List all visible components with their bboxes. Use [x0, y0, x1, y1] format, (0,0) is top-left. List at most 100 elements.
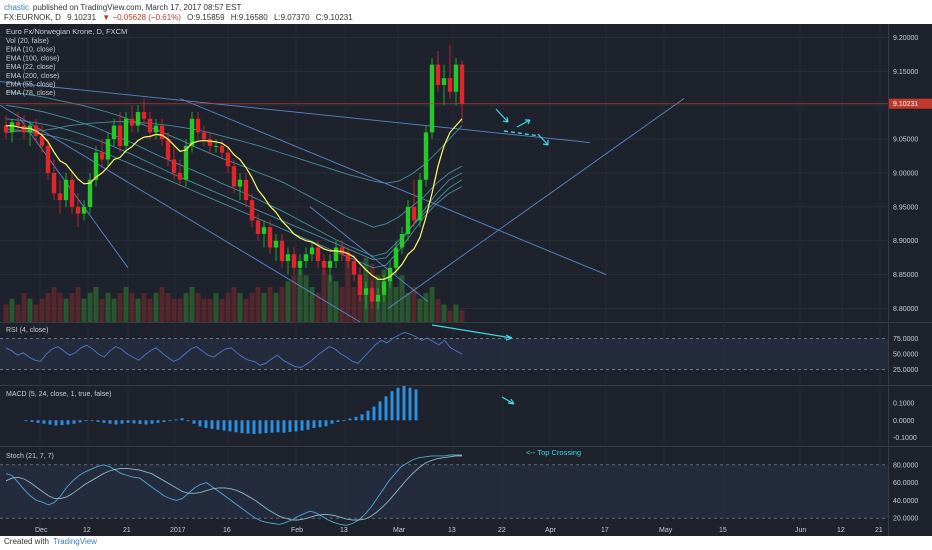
x-tick-label: 16	[223, 527, 231, 534]
macd-bar	[414, 389, 418, 421]
candle-body	[201, 132, 207, 140]
volume-bar	[3, 304, 9, 322]
main-y-tick-label: 9.00000	[893, 171, 918, 178]
top-crossing-annotation: <-- Top Crossing	[526, 448, 581, 457]
macd-bar	[36, 420, 40, 423]
macd-bar	[198, 420, 202, 427]
volume-bar	[27, 298, 33, 322]
main-y-tick-label: 8.85000	[893, 272, 918, 279]
macd-bar	[210, 420, 214, 429]
candle-body	[363, 288, 369, 295]
macd-bar	[306, 420, 310, 430]
macd-bar	[258, 420, 262, 434]
trendline	[387, 98, 685, 309]
x-tick-label: Jun	[795, 527, 806, 534]
macd-bar	[342, 420, 346, 422]
candle-body	[279, 240, 285, 262]
candle-body	[3, 125, 9, 133]
last-price-label: 9.10231	[893, 101, 918, 108]
macd-bar	[54, 420, 58, 426]
volume-bar	[333, 281, 339, 322]
candle-body	[321, 261, 327, 268]
macd-bar	[102, 420, 106, 423]
volume-bar	[327, 275, 333, 322]
candle-body	[267, 227, 273, 248]
created-with-label: Created with	[4, 537, 49, 546]
candle-body	[141, 112, 147, 119]
volume-bar	[147, 298, 153, 322]
macd-bar	[348, 418, 352, 421]
macd-y-tick-label: -0.1000	[893, 435, 917, 442]
trendline	[0, 104, 361, 323]
stoch-band	[0, 464, 888, 519]
indicator-legend-item: EMA (100, close)	[6, 55, 59, 62]
volume-bar	[315, 292, 321, 322]
candle-body	[417, 179, 423, 221]
macd-bar	[300, 420, 304, 431]
stoch-title: Stoch (21, 7, 7)	[6, 453, 54, 460]
volume-bar	[405, 292, 411, 322]
macd-bar	[276, 420, 280, 433]
projection-arrow	[537, 133, 549, 146]
candle-body	[129, 118, 135, 126]
macd-bar	[42, 420, 46, 424]
macd-bar	[378, 401, 382, 421]
candle-body	[111, 125, 117, 140]
macd-bar	[108, 420, 112, 424]
volume-bar	[111, 298, 117, 322]
x-tick-label: Mar	[393, 527, 406, 534]
macd-bar	[396, 387, 400, 421]
candle-body	[309, 247, 315, 255]
ema-line	[5, 118, 463, 261]
volume-bar	[135, 298, 141, 322]
projection-arrow	[503, 130, 541, 137]
x-tick-label: 22	[498, 527, 506, 534]
macd-bar	[186, 420, 190, 422]
macd-bar	[228, 420, 232, 432]
volume-bar	[279, 287, 285, 322]
stoch-y-tick-label: 40.0000	[893, 498, 918, 505]
rsi-band	[0, 338, 888, 370]
volume-bar	[129, 292, 135, 322]
footer: Created with TradingView	[4, 537, 97, 546]
macd-bar	[156, 420, 160, 423]
volume-bar	[321, 269, 327, 322]
volume-bar	[249, 292, 255, 322]
volume-bar	[417, 298, 423, 322]
volume-bar	[87, 292, 93, 322]
macd-bar	[120, 420, 124, 424]
stoch-d-line	[5, 455, 462, 521]
macd-bar	[264, 420, 268, 434]
macd-bar	[174, 419, 178, 421]
macd-bar	[366, 410, 370, 421]
macd-bar	[30, 420, 34, 422]
candle-body	[27, 125, 33, 133]
x-tick-label: May	[659, 527, 673, 534]
volume-bar	[435, 298, 441, 322]
rsi-y-tick-label: 75.0000	[893, 336, 918, 343]
macd-bar	[72, 420, 76, 424]
author-link[interactable]: chastic	[4, 3, 29, 12]
candle-body	[99, 152, 105, 160]
macd-y-tick-label: 0.1000	[893, 401, 915, 408]
candle-body	[339, 247, 345, 255]
rsi-divergence-arrow	[431, 324, 513, 341]
volume-bar	[207, 298, 213, 322]
candle-body	[399, 233, 405, 248]
volume-bar	[123, 287, 129, 322]
candle-body	[21, 125, 27, 133]
indicator-legend-item: EMA (78, close)	[6, 90, 55, 97]
volume-bar	[261, 292, 267, 322]
x-tick-label: Apr	[545, 527, 557, 534]
candle-body	[213, 145, 219, 147]
main-y-tick-label: 9.20000	[893, 35, 918, 42]
candle-body	[225, 152, 231, 167]
macd-bar	[114, 420, 118, 425]
candle-body	[243, 179, 249, 201]
volume-bar	[81, 298, 87, 322]
publish-line: chastic published on TradingView.com, Mar…	[4, 3, 245, 12]
macd-bar	[66, 420, 70, 425]
candle-body	[87, 179, 93, 207]
chart-canvas[interactable]: 9.200009.150009.100009.050009.000008.950…	[0, 24, 932, 536]
candle-body	[57, 193, 63, 201]
